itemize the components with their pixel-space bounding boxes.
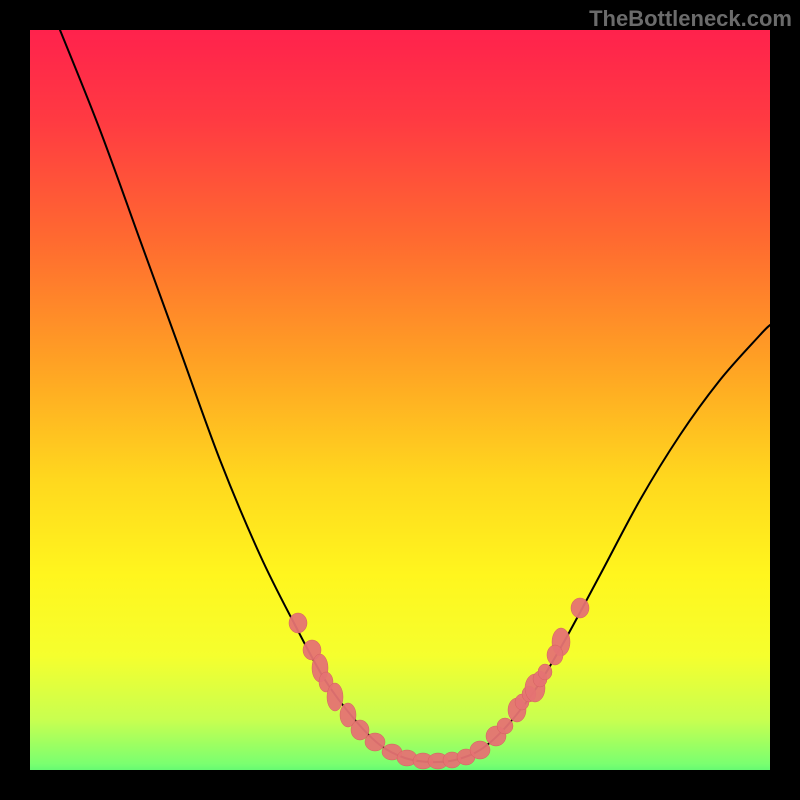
curve-marker — [351, 720, 369, 740]
watermark-text: TheBottleneck.com — [589, 6, 792, 32]
chart-background — [0, 0, 800, 800]
curve-marker — [327, 683, 343, 711]
curve-marker — [470, 741, 490, 759]
curve-marker — [289, 613, 307, 633]
curve-marker — [538, 664, 552, 680]
curve-marker — [571, 598, 589, 618]
curve-marker — [547, 645, 563, 665]
chart-svg — [0, 0, 800, 800]
chart-container: TheBottleneck.com — [0, 0, 800, 800]
curve-marker — [365, 733, 385, 751]
curve-marker — [497, 718, 513, 734]
